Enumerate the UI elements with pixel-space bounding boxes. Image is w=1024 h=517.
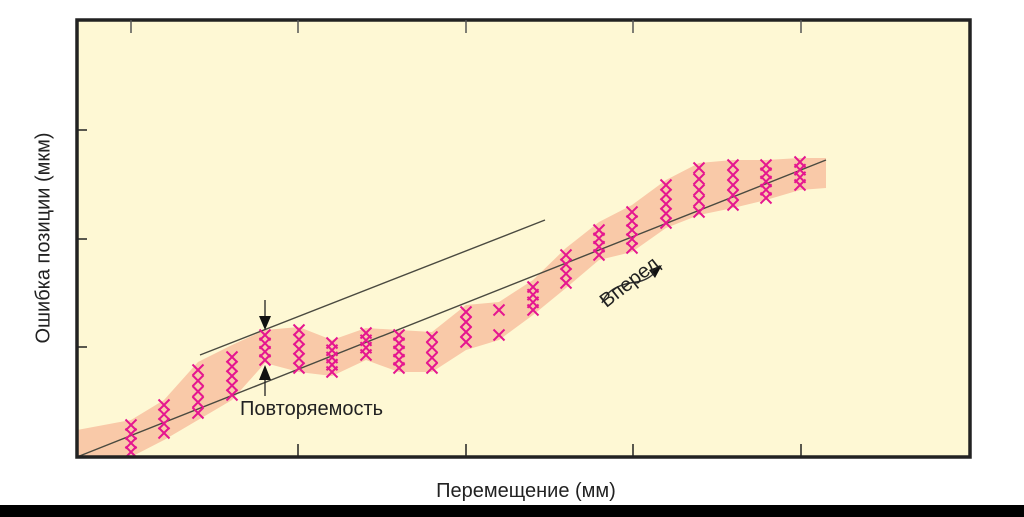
x-marker [225, 350, 239, 364]
x-marker [157, 408, 171, 421]
x-marker [191, 396, 205, 409]
x-marker [726, 178, 740, 192]
x-marker [459, 335, 473, 349]
x-marker [526, 303, 540, 317]
x-marker [726, 168, 740, 182]
arrow-down-icon [259, 316, 271, 330]
x-axis-label: Перемещение (мм) [436, 480, 616, 502]
x-marker [625, 241, 639, 255]
x-marker [592, 248, 606, 262]
x-marker [425, 330, 439, 344]
x-marker [559, 258, 573, 271]
axes [75, 18, 972, 459]
x-marker [459, 305, 473, 319]
x-marker [726, 158, 740, 172]
x-marker [726, 198, 740, 212]
repeatability-band [77, 158, 826, 457]
x-marker [124, 418, 138, 432]
annotation-arrows [259, 265, 662, 396]
x-marker [793, 178, 807, 192]
x-marker [425, 351, 439, 364]
x-marker [692, 172, 706, 186]
x-marker [559, 248, 573, 262]
bottom-strip [0, 505, 1024, 517]
arrow-up-icon [259, 365, 271, 380]
x-marker [191, 406, 205, 420]
x-marker [225, 388, 239, 402]
x-marker [425, 341, 439, 354]
x-marker [359, 348, 373, 362]
data-markers [124, 155, 807, 459]
x-marker [225, 369, 239, 383]
x-marker [659, 197, 673, 211]
x-marker [559, 267, 573, 280]
repeatability-annotation: Повторяемость [240, 398, 384, 420]
x-marker [292, 333, 306, 346]
x-marker [625, 205, 639, 219]
x-marker [225, 360, 239, 373]
x-marker [692, 161, 706, 175]
x-marker [124, 427, 138, 441]
x-marker [425, 361, 439, 375]
trend-line [199, 219, 546, 356]
x-marker [726, 188, 740, 202]
x-marker [292, 342, 306, 356]
x-marker [659, 178, 673, 192]
x-marker [625, 214, 639, 228]
y-axis-label: Ошибка позиции (мкм) [32, 132, 55, 344]
x-marker [692, 194, 706, 208]
x-marker [191, 374, 205, 387]
x-marker [692, 183, 706, 197]
x-marker [157, 426, 171, 440]
x-marker [659, 207, 673, 220]
x-marker [191, 385, 205, 398]
curved-arrow-icon [601, 271, 656, 304]
x-marker [659, 216, 673, 230]
x-marker [559, 276, 573, 290]
x-marker [625, 232, 639, 246]
x-marker [625, 223, 639, 237]
x-marker [191, 363, 205, 377]
x-marker [325, 365, 339, 379]
x-marker [492, 328, 506, 342]
x-marker [292, 361, 306, 375]
x-marker [459, 315, 473, 329]
x-marker [258, 353, 272, 367]
x-marker [157, 398, 171, 412]
x-marker [692, 205, 706, 219]
x-marker [292, 352, 306, 365]
x-marker [759, 191, 773, 205]
x-marker [392, 361, 406, 375]
x-marker [124, 436, 138, 450]
x-marker [459, 325, 473, 339]
x-marker [292, 323, 306, 337]
x-marker [492, 303, 506, 317]
x-marker [225, 379, 239, 392]
x-marker [659, 188, 673, 201]
x-marker [157, 417, 171, 430]
